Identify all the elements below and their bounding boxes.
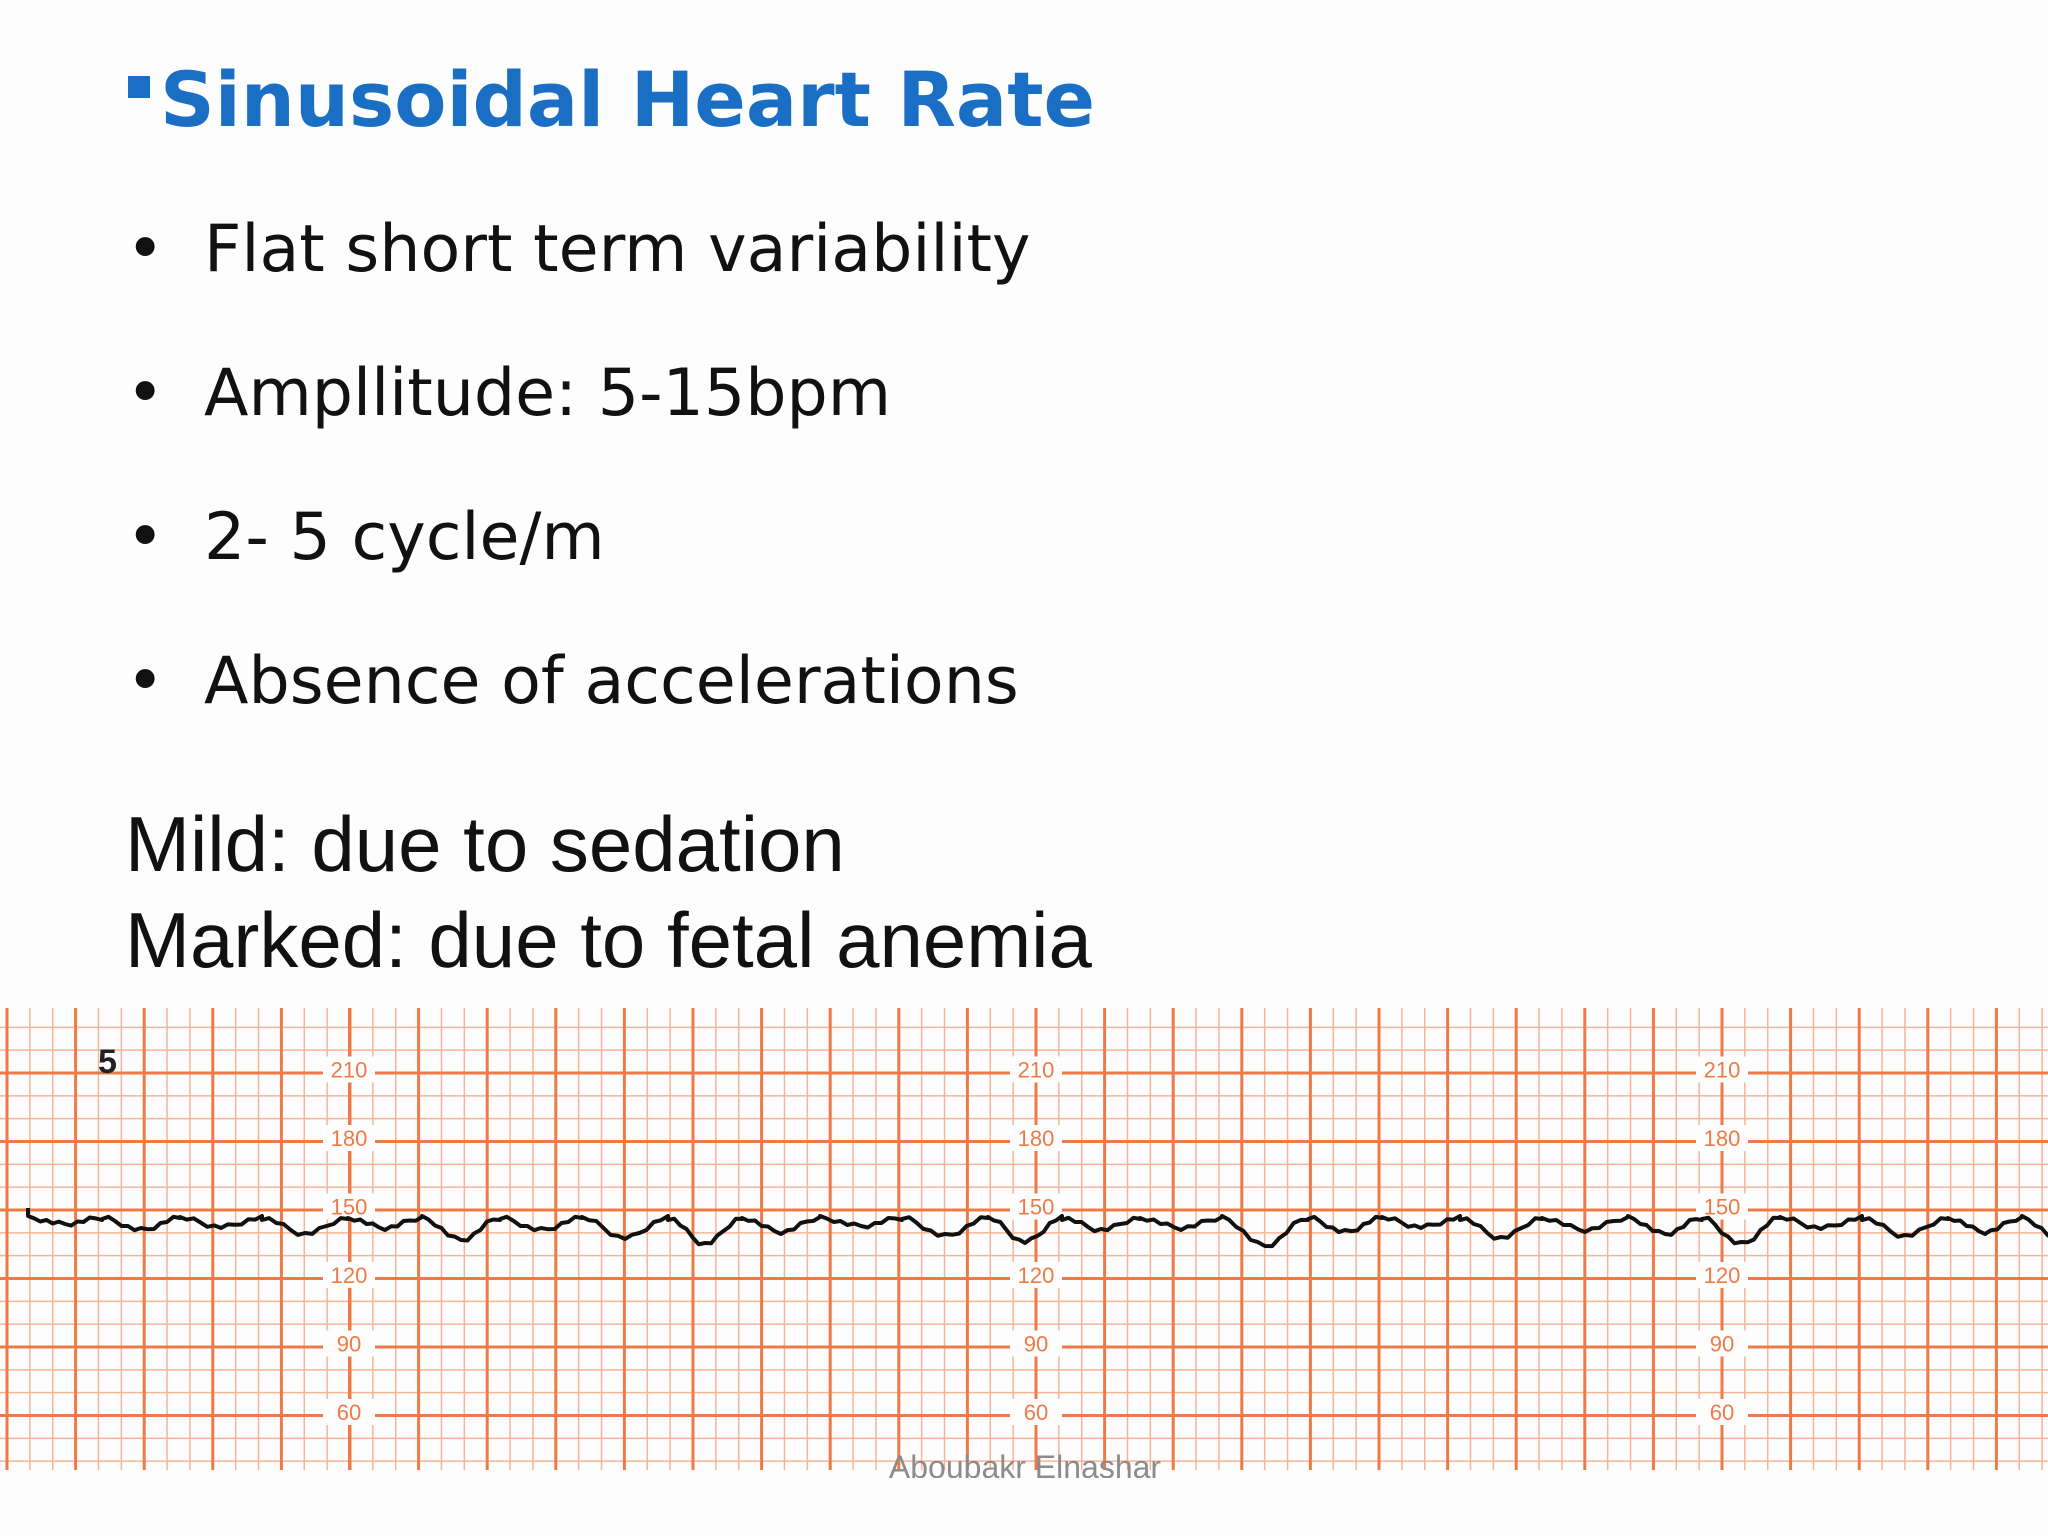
scale-label-bg [1696, 1399, 1748, 1425]
scale-label-bg [323, 1056, 375, 1083]
scale-label-bg [1696, 1193, 1748, 1220]
bullet-text: 2- 5 cycle/m [204, 500, 605, 575]
scale-label-bg [1010, 1193, 1062, 1220]
scale-label-bg [1696, 1262, 1748, 1288]
scale-label: 150 [1018, 1195, 1055, 1220]
slide-title: Sinusoidal Heart Rate [128, 55, 1095, 145]
scale-label-bg [323, 1193, 375, 1220]
scale-label-bg [1010, 1330, 1062, 1357]
scale-label-bg [1696, 1330, 1748, 1357]
scale-label-bg [1010, 1056, 1062, 1083]
bullet-text: Flat short term variability [204, 212, 1031, 287]
watermark-text: Aboubakr Elnashar [889, 1449, 1162, 1478]
note-mild: Mild: due to sedation [125, 800, 845, 888]
scale-label: 210 [1018, 1058, 1055, 1083]
scale-label: 180 [1018, 1126, 1055, 1151]
ctg-scale-columns: 210 180 150 120 90 60 210 180 150 120 90 60 210 180 15… [323, 1008, 1748, 1470]
scale-label-bg [323, 1399, 375, 1425]
scale-label: 90 [337, 1332, 361, 1357]
ctg-grid-minor [0, 1008, 2048, 1470]
scale-label: 60 [1024, 1400, 1048, 1425]
scale-label: 180 [1704, 1126, 1741, 1151]
bullet-text: Ampllitude: 5-15bpm [204, 356, 892, 431]
bullet-text: Absence of accelerations [204, 644, 1019, 719]
fhr-trace-line [26, 1208, 2048, 1249]
ctg-panel-label: 5 [98, 1043, 117, 1081]
bullet-dot-icon: • [126, 212, 165, 287]
scale-label-bg [323, 1262, 375, 1288]
bullet-dot-icon: • [126, 356, 165, 431]
bullet-item: • 2- 5 cycle/m [126, 493, 1030, 637]
bullet-list: • Flat short term variability • Ampllitude… [126, 205, 1030, 781]
scale-label: 120 [1704, 1263, 1741, 1288]
notes-block: Mild: due to sedation Marked: due to fet… [125, 796, 1092, 988]
ctg-strip-image: 210 180 150 120 90 60 210 180 150 120 90 60 210 180 15… [0, 1008, 2048, 1478]
title-bullet-square [128, 76, 150, 98]
scale-label: 60 [337, 1400, 361, 1425]
bullet-item: • Absence of accelerations [126, 637, 1030, 781]
scale-label-bg [323, 1330, 375, 1357]
scale-label: 210 [1704, 1058, 1741, 1083]
scale-label: 120 [331, 1263, 368, 1288]
bullet-item: • Flat short term variability [126, 205, 1030, 349]
note-marked: Marked: due to fetal anemia [125, 896, 1092, 984]
scale-label: 60 [1710, 1400, 1734, 1425]
scale-label: 150 [1704, 1195, 1741, 1220]
scale-label: 210 [331, 1058, 368, 1083]
scale-label-bg [323, 1125, 375, 1151]
scale-label-bg [1010, 1262, 1062, 1288]
bullet-item: • Ampllitude: 5-15bpm [126, 349, 1030, 493]
scale-label: 180 [331, 1126, 368, 1151]
bullet-dot-icon: • [126, 500, 165, 575]
scale-label: 90 [1710, 1332, 1734, 1357]
slide-title-text: Sinusoidal Heart Rate [160, 55, 1096, 144]
scale-label: 120 [1018, 1263, 1055, 1288]
scale-label-bg [1696, 1056, 1748, 1083]
bullet-dot-icon: • [126, 644, 165, 719]
scale-label: 150 [331, 1195, 368, 1220]
scale-label: 90 [1024, 1332, 1048, 1357]
scale-label-bg [1696, 1125, 1748, 1151]
scale-label-bg [1010, 1125, 1062, 1151]
scale-label-bg [1010, 1399, 1062, 1425]
